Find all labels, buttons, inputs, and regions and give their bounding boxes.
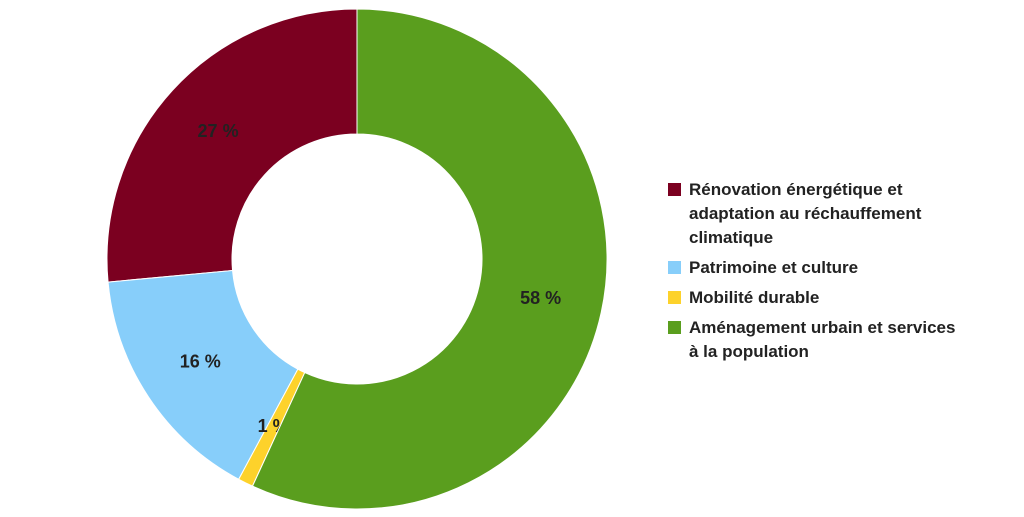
legend-item: Rénovation énergétique et adaptation au … xyxy=(668,178,968,250)
legend-label: Rénovation énergétique et adaptation au … xyxy=(689,180,922,247)
donut-segment xyxy=(107,269,299,480)
data-label: 16 % xyxy=(180,352,221,372)
data-label: 58 % xyxy=(520,288,561,308)
legend-swatch xyxy=(668,261,681,274)
donut-segment xyxy=(251,8,608,510)
legend-item: Patrimoine et culture xyxy=(668,256,968,280)
legend-swatch xyxy=(668,183,681,196)
legend: Rénovation énergétique et adaptation au … xyxy=(668,178,968,370)
legend-label: Patrimoine et culture xyxy=(689,258,859,277)
legend-item: Aménagement urbain et services à la popu… xyxy=(668,316,968,364)
legend-item: Mobilité durable xyxy=(668,286,968,310)
legend-swatch xyxy=(668,291,681,304)
legend-label: Aménagement urbain et services à la popu… xyxy=(689,318,956,361)
legend-label: Mobilité durable xyxy=(689,288,820,307)
data-label: 27 % xyxy=(198,121,239,141)
legend-swatch xyxy=(668,321,681,334)
donut-segment xyxy=(106,8,358,283)
